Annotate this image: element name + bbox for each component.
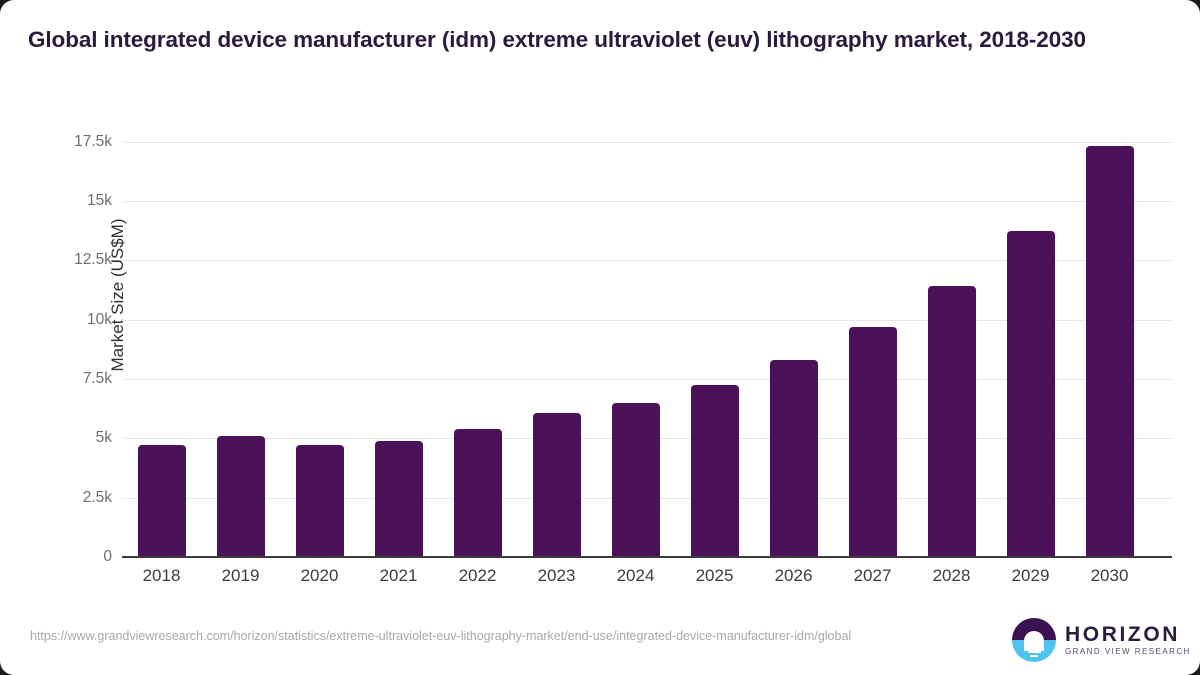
x-tick-label-2024: 2024 [616, 566, 655, 585]
gridline [122, 141, 1172, 143]
bar-band [517, 125, 596, 557]
y-tick-label: 2.5k [82, 488, 112, 506]
horizon-logo: HORIZON GRAND VIEW RESEARCH [1012, 618, 1191, 662]
x-tick-label-2026: 2026 [774, 566, 813, 585]
gridline [122, 200, 1172, 202]
bar-2022[interactable] [454, 428, 502, 557]
bar-2018[interactable] [138, 445, 186, 557]
logo-wordmark: HORIZON [1065, 623, 1181, 646]
x-axis-line [122, 556, 1172, 558]
bar-2030[interactable] [1086, 146, 1134, 557]
bar-2026[interactable] [770, 360, 818, 557]
logo-text-block: HORIZON GRAND VIEW RESEARCH [1065, 623, 1191, 657]
x-tick-label-2022: 2022 [458, 566, 497, 585]
sun-ray-3 [1030, 655, 1038, 657]
bar-band [912, 125, 991, 557]
x-tick-label-2025: 2025 [695, 566, 734, 585]
page-title: Global integrated device manufacturer (i… [28, 27, 1086, 52]
bar-band [201, 125, 280, 557]
bar-band [675, 125, 754, 557]
sun-dome-shape [1024, 631, 1044, 651]
bar-2028[interactable] [928, 286, 976, 557]
bar-band [359, 125, 438, 557]
x-tick-label-2019: 2019 [221, 566, 260, 585]
bar-2019[interactable] [217, 435, 265, 557]
x-tick-label-2027: 2027 [853, 566, 892, 585]
bar-band [438, 125, 517, 557]
bar-band [280, 125, 359, 557]
horizon-sun-icon [1012, 618, 1056, 662]
bar-2021[interactable] [375, 440, 423, 557]
gridline [122, 378, 1172, 380]
bar-2029[interactable] [1007, 230, 1055, 557]
bar-band [991, 125, 1070, 557]
source-url[interactable]: https://www.grandviewresearch.com/horizo… [30, 629, 852, 643]
bar-2027[interactable] [849, 326, 897, 557]
bar-2025[interactable] [691, 384, 739, 557]
y-tick-label: 17.5k [74, 132, 112, 150]
sun-ray-2 [1027, 651, 1041, 653]
y-tick-label: 12.5k [74, 251, 112, 269]
y-tick-label: 0 [103, 548, 112, 565]
x-tick-label-2021: 2021 [379, 566, 418, 585]
y-tick-label: 5k [95, 429, 112, 447]
x-tick-label-2018: 2018 [142, 566, 181, 585]
y-axis-tick-labels: 0 2.5k 5k 7.5k 10k 12.5k 15k 17.5k [32, 0, 112, 675]
bar-band [833, 125, 912, 557]
y-tick-label: 15k [87, 191, 112, 209]
gridline [122, 319, 1172, 321]
bar-band [596, 125, 675, 557]
x-tick-label-2020: 2020 [300, 566, 339, 585]
sun-ray-1 [1025, 647, 1043, 649]
bar-2024[interactable] [612, 402, 660, 557]
bar-2020[interactable] [296, 445, 344, 557]
logo-tagline: GRAND VIEW RESEARCH [1065, 647, 1191, 656]
x-tick-label-2030: 2030 [1090, 566, 1129, 585]
y-tick-label: 10k [87, 310, 112, 328]
x-tick-label-2028: 2028 [932, 566, 971, 585]
gridline [122, 260, 1172, 262]
x-tick-label-2029: 2029 [1011, 566, 1050, 585]
bar-2023[interactable] [533, 413, 581, 557]
plot-area [122, 125, 1172, 557]
y-tick-label: 7.5k [82, 369, 112, 387]
x-tick-label-2023: 2023 [537, 566, 576, 585]
bar-band [122, 125, 201, 557]
bar-band [1070, 125, 1149, 557]
bar-band [754, 125, 833, 557]
